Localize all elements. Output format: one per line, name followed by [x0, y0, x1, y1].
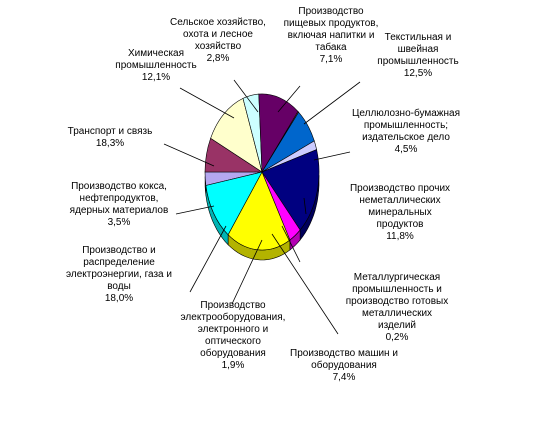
- leader-lines: [163, 79, 361, 335]
- slice-label-10: Производство кокса, нефтепродуктов, ядер…: [64, 181, 174, 229]
- slice-label-text: Металлургическая промышленность и произв…: [345, 272, 449, 331]
- pie-slices: [204, 93, 320, 251]
- slice-value-text: 1,9%: [221, 360, 245, 371]
- pie-slice-3: [210, 97, 263, 173]
- slice-label-text: Производство прочих неметаллических мине…: [349, 183, 451, 230]
- slice-label-text: Производство машин и оборудования: [290, 348, 398, 371]
- slice-label-1: Сельское хозяйство, охота и лесное хозяй…: [168, 17, 268, 65]
- slice-value-text: 7,4%: [332, 372, 356, 383]
- slice-label-text: Целлюлозно-бумажная промышленность; изда…: [352, 108, 460, 143]
- slice-label-9: Производство и распределение электроэнер…: [64, 245, 174, 305]
- slice-label-11: Транспорт и связь 18,3%: [60, 126, 160, 150]
- slice-value-text: 4,5%: [394, 144, 418, 155]
- leader-line-2: [277, 85, 301, 113]
- slice-label-text: Производство кокса, нефтепродуктов, ядер…: [69, 181, 169, 216]
- slice-value-text: 3,5%: [107, 217, 131, 228]
- slice-label-6: Металлургическая промышленность и произв…: [337, 272, 457, 344]
- leader-line-9: [189, 225, 227, 293]
- leader-line-11: [163, 143, 215, 167]
- slice-label-5: Производство прочих неметаллических мине…: [348, 183, 452, 243]
- leader-line-7: [271, 233, 339, 335]
- slice-value-text: 11,8%: [386, 231, 414, 242]
- pie-slice-11: [227, 171, 291, 251]
- slice-label-text: Сельское хозяйство, охота и лесное хозяй…: [170, 17, 266, 52]
- slice-value-text: 18,0%: [104, 293, 134, 304]
- leader-line-10: [175, 205, 215, 215]
- slice-value-text: 0,2%: [385, 332, 409, 343]
- leader-line-4: [313, 151, 351, 161]
- slice-value-text: 18,3%: [95, 138, 125, 149]
- slice-label-text: Производство и распределение электроэнер…: [66, 245, 172, 292]
- slice-value-text: 2,8%: [206, 53, 230, 64]
- slice-label-2: Производство пищевых продуктов, включая …: [278, 6, 384, 66]
- leader-line-3: [303, 81, 361, 125]
- slice-label-3: Текстильная и швейная промышленность 12,5…: [372, 32, 464, 80]
- pie-slice-12: [205, 171, 263, 236]
- leader-line-8: [231, 239, 263, 305]
- slice-label-text: Производство электрооборудования, электр…: [180, 300, 286, 359]
- slice-label-7: Производство машин и оборудования 7,4%: [284, 348, 404, 384]
- slice-value-text: 12,1%: [141, 72, 171, 83]
- slice-label-text: Текстильная и швейная промышленность: [377, 32, 459, 67]
- slice-label-text: Производство пищевых продуктов, включая …: [283, 6, 379, 53]
- slice-label-12: Химическая промышленность 12,1%: [110, 48, 202, 84]
- leader-line-6: [281, 225, 301, 263]
- slice-label-4: Целлюлозно-бумажная промышленность; изда…: [350, 108, 462, 156]
- leader-line-5: [303, 197, 307, 215]
- slice-value-text: 12,5%: [403, 68, 433, 79]
- slice-label-8: Производство электрооборудования, электр…: [178, 300, 288, 372]
- slice-label-text: Химическая промышленность: [115, 48, 197, 71]
- leader-line-12: [179, 87, 235, 119]
- pie-slice-9: [261, 149, 320, 231]
- slice-value-text: 7,1%: [319, 54, 343, 65]
- slice-label-text: Транспорт и связь: [67, 126, 153, 137]
- leader-line-1: [233, 79, 259, 113]
